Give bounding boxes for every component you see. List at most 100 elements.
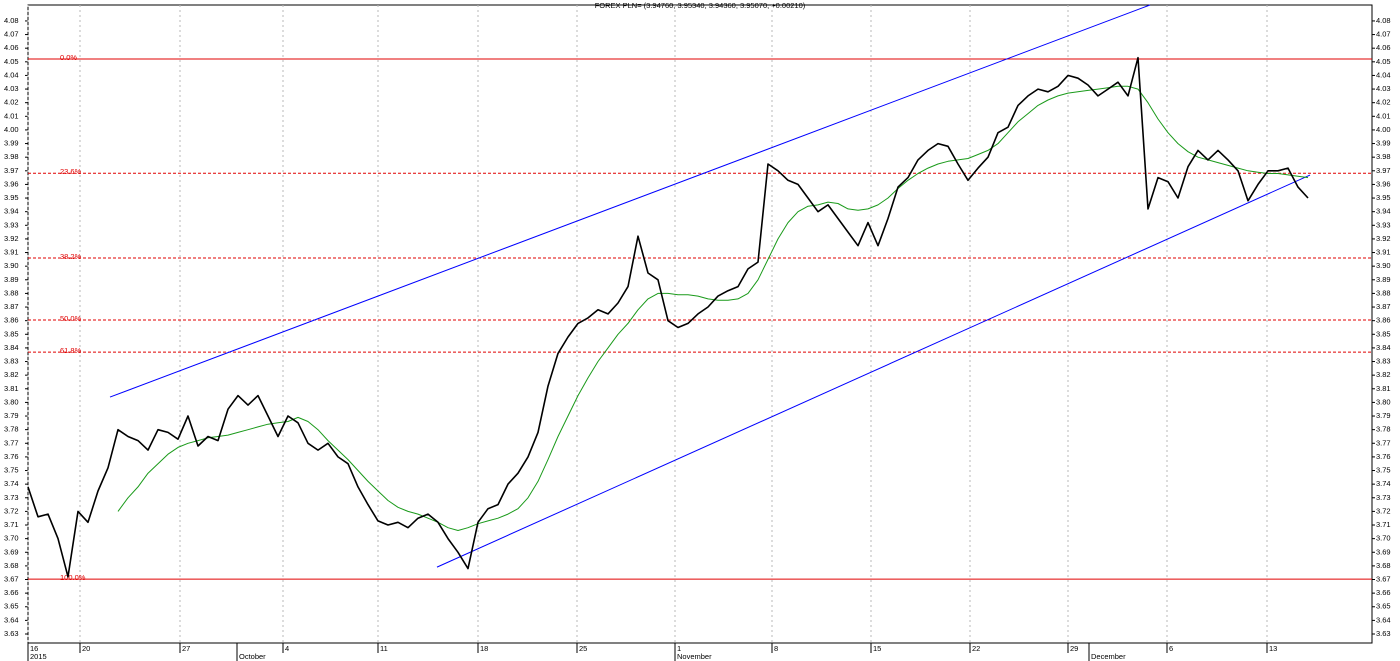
y-tick-label: 3.74 bbox=[1376, 479, 1391, 488]
y-tick-label: 3.95 bbox=[4, 193, 19, 202]
y-tick-label: 3.93 bbox=[4, 220, 19, 229]
y-tick-label: 3.96 bbox=[1376, 179, 1391, 188]
y-tick-label: 3.80 bbox=[4, 397, 19, 406]
x-tick-label: 16 bbox=[30, 644, 38, 653]
y-tick-label: 3.67 bbox=[1376, 574, 1391, 583]
x-tick-label: 25 bbox=[579, 644, 587, 653]
y-tick-label: 3.97 bbox=[4, 166, 19, 175]
x-tick-label: 8 bbox=[774, 644, 778, 653]
x-tick-label: 18 bbox=[480, 644, 488, 653]
y-tick-label: 3.72 bbox=[1376, 506, 1391, 515]
y-tick-label: 3.67 bbox=[4, 574, 19, 583]
y-tick-label: 4.04 bbox=[1376, 70, 1391, 79]
x-tick-label: 15 bbox=[873, 644, 881, 653]
y-tick-label: 4.07 bbox=[4, 30, 19, 39]
y-tick-label: 3.76 bbox=[1376, 452, 1391, 461]
y-tick-label: 3.87 bbox=[4, 302, 19, 311]
y-tick-label: 3.78 bbox=[4, 425, 19, 434]
y-tick-label: 3.76 bbox=[4, 452, 19, 461]
y-tick-label: 3.77 bbox=[4, 438, 19, 447]
y-tick-label: 3.99 bbox=[1376, 139, 1391, 148]
y-tick-label: 3.86 bbox=[4, 316, 19, 325]
y-tick-label: 4.01 bbox=[1376, 111, 1391, 120]
y-tick-label: 3.75 bbox=[4, 466, 19, 475]
y-tick-label: 3.63 bbox=[4, 629, 19, 638]
y-tick-label: 3.99 bbox=[4, 139, 19, 148]
plot-frame bbox=[27, 4, 1373, 644]
y-tick-label: 3.63 bbox=[1376, 629, 1391, 638]
y-tick-label: 4.08 bbox=[4, 16, 19, 25]
x-tick-label: 4 bbox=[285, 644, 289, 653]
y-tick-label: 4.07 bbox=[1376, 30, 1391, 39]
y-tick-label: 3.91 bbox=[4, 248, 19, 257]
fib-label: 38.2% bbox=[60, 252, 82, 261]
price-line bbox=[27, 56, 1309, 578]
y-tick-label: 3.79 bbox=[4, 411, 19, 420]
y-tick-label: 3.70 bbox=[1376, 534, 1391, 543]
y-tick-label: 4.03 bbox=[1376, 84, 1391, 93]
y-tick-label: 3.85 bbox=[4, 329, 19, 338]
y-tick-label: 3.70 bbox=[4, 534, 19, 543]
y-tick-label: 3.88 bbox=[4, 288, 19, 297]
y-tick-label: 3.66 bbox=[1376, 588, 1391, 597]
x-tick-label: December bbox=[1091, 652, 1126, 661]
y-tick-label: 3.69 bbox=[4, 547, 19, 556]
y-tick-label: 4.02 bbox=[4, 98, 19, 107]
y-tick-label: 3.88 bbox=[1376, 288, 1391, 297]
y-tick-label: 3.79 bbox=[1376, 411, 1391, 420]
y-tick-label: 4.03 bbox=[4, 84, 19, 93]
y-tick-label: 3.65 bbox=[4, 602, 19, 611]
y-tick-label: 3.90 bbox=[1376, 261, 1391, 270]
y-tick-label: 4.00 bbox=[1376, 125, 1391, 134]
y-tick-label: 3.92 bbox=[1376, 234, 1391, 243]
y-tick-label: 3.71 bbox=[4, 520, 19, 529]
y-tick-label: 3.73 bbox=[4, 493, 19, 502]
y-tick-label: 4.05 bbox=[4, 57, 19, 66]
y-tick-label: 3.73 bbox=[1376, 493, 1391, 502]
y-tick-label: 3.72 bbox=[4, 506, 19, 515]
trend-line bbox=[109, 4, 1151, 398]
fib-label: 0.0% bbox=[60, 53, 77, 62]
y-tick-label: 3.68 bbox=[4, 561, 19, 570]
y-tick-label: 4.02 bbox=[1376, 98, 1391, 107]
chart-title: FOREX PLN= (3.94760, 3.95340, 3.94360, 3… bbox=[595, 1, 806, 10]
y-tick-label: 3.71 bbox=[1376, 520, 1391, 529]
x-tick-label: 20 bbox=[82, 644, 90, 653]
y-tick-label: 3.78 bbox=[1376, 425, 1391, 434]
y-tick-label: 3.74 bbox=[4, 479, 19, 488]
y-tick-label: 4.05 bbox=[1376, 57, 1391, 66]
trend-line bbox=[436, 174, 1311, 568]
x-tick-label: 6 bbox=[1169, 644, 1173, 653]
x-tick-label: 22 bbox=[972, 644, 980, 653]
y-tick-label: 3.64 bbox=[4, 615, 19, 624]
y-tick-label: 3.91 bbox=[1376, 248, 1391, 257]
y-tick-label: 3.77 bbox=[1376, 438, 1391, 447]
y-tick-label: 3.84 bbox=[1376, 343, 1391, 352]
y-tick-label: 3.84 bbox=[4, 343, 19, 352]
y-tick-label: 4.04 bbox=[4, 70, 19, 79]
fib-label: 23.6% bbox=[60, 167, 82, 176]
y-tick-label: 3.98 bbox=[4, 152, 19, 161]
y-tick-label: 3.82 bbox=[1376, 370, 1391, 379]
fib-label: 50.0% bbox=[60, 314, 82, 323]
y-tick-label: 4.01 bbox=[4, 111, 19, 120]
y-tick-label: 3.65 bbox=[1376, 602, 1391, 611]
y-tick-label: 3.87 bbox=[1376, 302, 1391, 311]
y-tick-label: 3.83 bbox=[1376, 357, 1391, 366]
y-tick-label: 3.98 bbox=[1376, 152, 1391, 161]
x-tick-label: 1 bbox=[677, 644, 681, 653]
y-tick-label: 4.00 bbox=[4, 125, 19, 134]
y-tick-label: 3.80 bbox=[1376, 397, 1391, 406]
y-tick-label: 4.06 bbox=[1376, 43, 1391, 52]
x-tick-label: November bbox=[677, 652, 712, 661]
y-tick-label: 3.90 bbox=[4, 261, 19, 270]
y-tick-label: 4.08 bbox=[1376, 16, 1391, 25]
y-tick-label: 3.94 bbox=[4, 207, 19, 216]
y-tick-label: 3.82 bbox=[4, 370, 19, 379]
x-tick-label: 29 bbox=[1070, 644, 1078, 653]
y-tick-label: 3.66 bbox=[4, 588, 19, 597]
x-tick-label: 2015 bbox=[30, 652, 47, 661]
y-tick-label: 3.75 bbox=[1376, 466, 1391, 475]
